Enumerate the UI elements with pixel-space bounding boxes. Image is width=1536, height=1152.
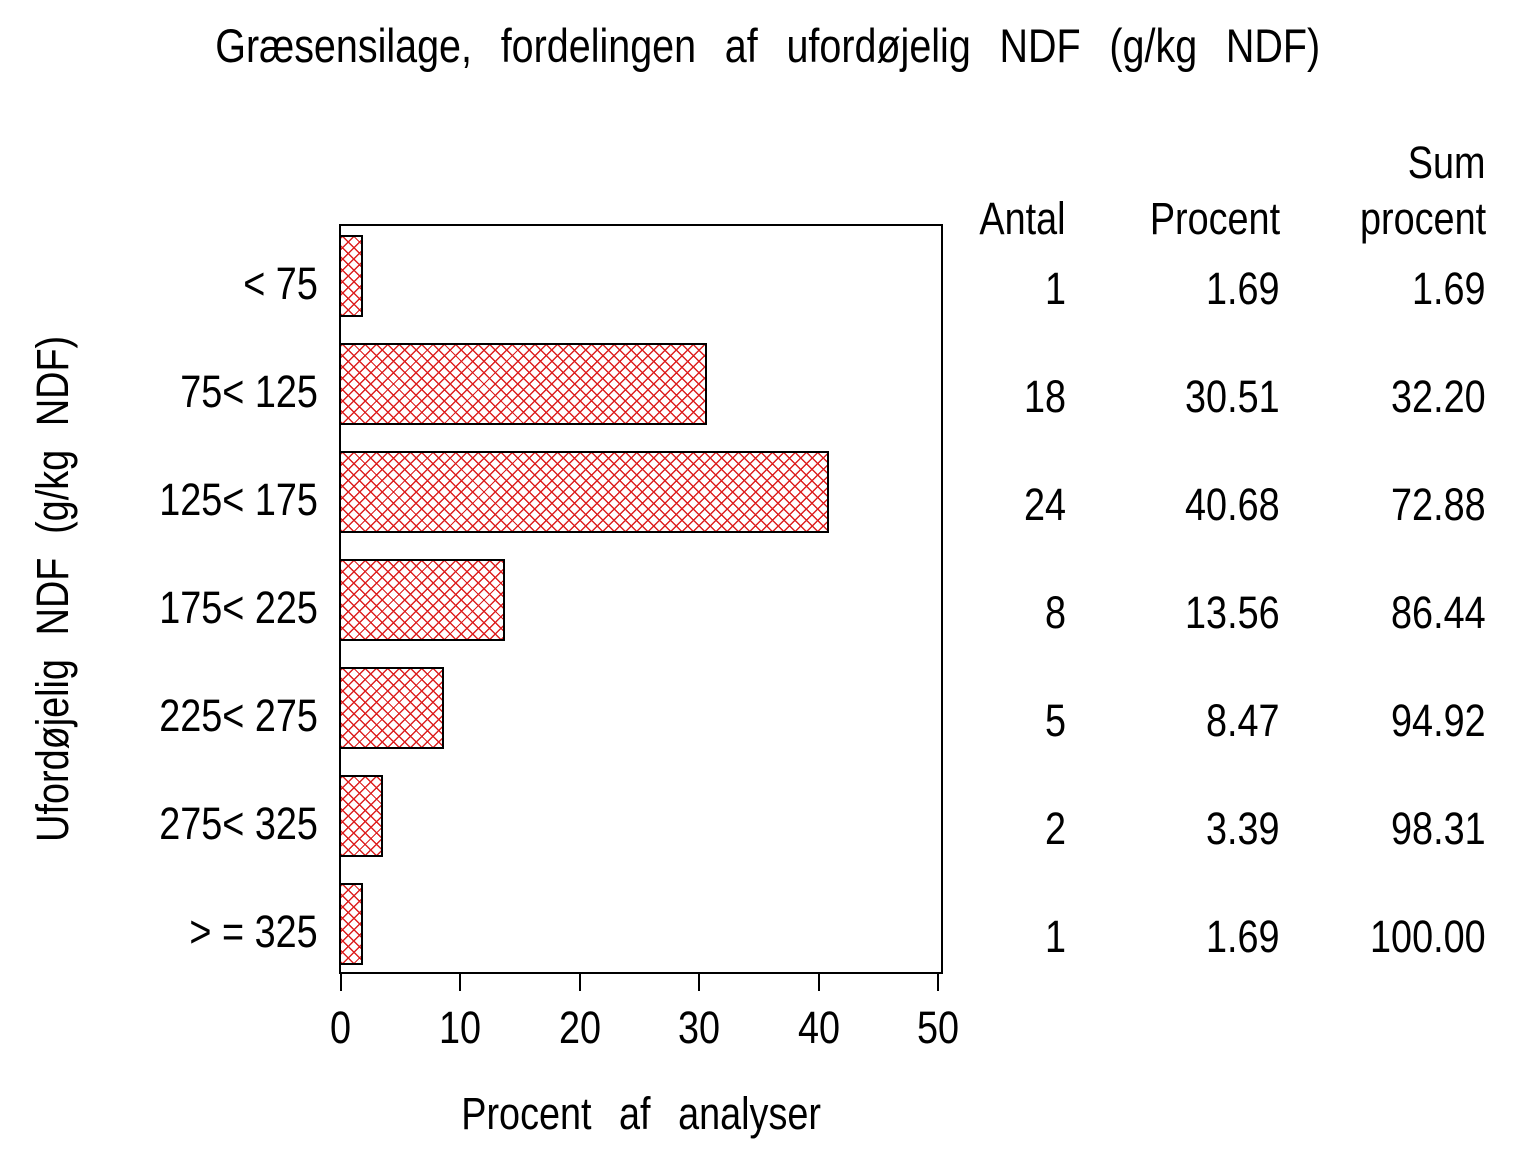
table-cell-procent: 8.47 [960,691,1280,751]
table-cell-antal: 8 [746,583,1066,643]
text: Sum [1408,137,1486,188]
table-cell-antal: 2 [746,799,1066,859]
bar [339,883,363,965]
chart-title-text: Græsensilage, fordelingen af ufordøjelig… [215,19,1321,72]
text: 20 [558,1002,601,1053]
text: 1 [1044,911,1066,962]
category-label: > = 325 [0,902,318,962]
text: 72.88 [1391,479,1486,530]
text: 32.20 [1391,371,1486,422]
x-tick-label: 50 [858,1002,1018,1054]
bar [339,451,829,533]
table-header: Antal [746,189,1066,249]
bar [339,559,505,641]
text: 40 [797,1002,840,1053]
text: 98.31 [1391,803,1486,854]
x-tick-label: 40 [739,1002,899,1054]
text: 3.39 [1206,803,1280,854]
category-label: 175< 225 [0,578,318,638]
x-tick-mark [698,972,701,991]
text: 1.69 [1412,263,1486,314]
table-cell-sum-procent: 1.69 [1166,259,1486,319]
text: Procent [1149,193,1280,244]
text: 1 [1044,263,1066,314]
table-cell-procent: 13.56 [960,583,1280,643]
table-cell-procent: 1.69 [960,907,1280,967]
bar [339,235,363,317]
text: 8 [1044,587,1066,638]
text: 5 [1044,695,1066,746]
table-header: Procent [960,189,1280,249]
x-axis-title-text: Procent af analyser [461,1088,821,1139]
table-cell-sum-procent: 32.20 [1166,367,1486,427]
table-cell-sum-procent: 94.92 [1166,691,1486,751]
text: 24 [1023,479,1066,530]
x-tick-label: 10 [380,1002,540,1054]
x-tick-mark [340,972,342,991]
text: 175< 225 [159,582,318,633]
text: 30 [678,1002,721,1053]
text: Antal [979,193,1066,244]
text: 30.51 [1185,371,1280,422]
text: 1.69 [1206,263,1280,314]
x-tick-label: 0 [261,1002,421,1054]
x-tick-mark [578,972,581,991]
table-cell-procent: 30.51 [960,367,1280,427]
text: 75< 125 [180,366,318,417]
text: 275< 325 [159,798,318,849]
table-cell-sum-procent: 98.31 [1166,799,1486,859]
table-cell-procent: 1.69 [960,259,1280,319]
table-cell-antal: 5 [746,691,1066,751]
table-header-sum: Sum [1166,133,1486,193]
chart-title: Græsensilage, fordelingen af ufordøjelig… [0,18,1536,73]
text: procent [1359,193,1486,244]
table-cell-antal: 1 [746,907,1066,967]
bar [339,343,707,425]
text: 40.68 [1185,479,1280,530]
table-header: procent [1166,189,1486,249]
table-cell-sum-procent: 72.88 [1166,475,1486,535]
table-cell-procent: 40.68 [960,475,1280,535]
text: 100.00 [1370,911,1486,962]
text: 94.92 [1391,695,1486,746]
table-cell-procent: 3.39 [960,799,1280,859]
table-cell-antal: 24 [746,475,1066,535]
bar [339,775,383,857]
x-tick-mark [459,972,462,991]
text: 86.44 [1391,587,1486,638]
bar [339,667,444,749]
text: < 75 [243,258,318,309]
table-cell-antal: 1 [746,259,1066,319]
text: 8.47 [1206,695,1280,746]
text: 18 [1023,371,1066,422]
text: 13.56 [1185,587,1280,638]
table-cell-antal: 18 [746,367,1066,427]
text: 10 [439,1002,482,1053]
text: 1.69 [1206,911,1280,962]
text: > = 325 [189,906,318,957]
x-tick-label: 30 [619,1002,779,1054]
text: 125< 175 [159,474,318,525]
text: 225< 275 [159,690,318,741]
text: 0 [330,1002,352,1053]
x-tick-label: 20 [500,1002,660,1054]
category-label: 275< 325 [0,794,318,854]
x-tick-mark [817,972,820,991]
table-cell-sum-procent: 86.44 [1166,583,1486,643]
category-label: < 75 [0,254,318,314]
text: 50 [916,1002,960,1053]
x-tick-mark [937,972,939,991]
category-label: 125< 175 [0,470,318,530]
text: 2 [1044,803,1066,854]
table-cell-sum-procent: 100.00 [1166,907,1486,967]
category-label: 225< 275 [0,686,318,746]
category-label: 75< 125 [0,362,318,422]
x-axis-title: Procent af analyser [341,1088,941,1140]
